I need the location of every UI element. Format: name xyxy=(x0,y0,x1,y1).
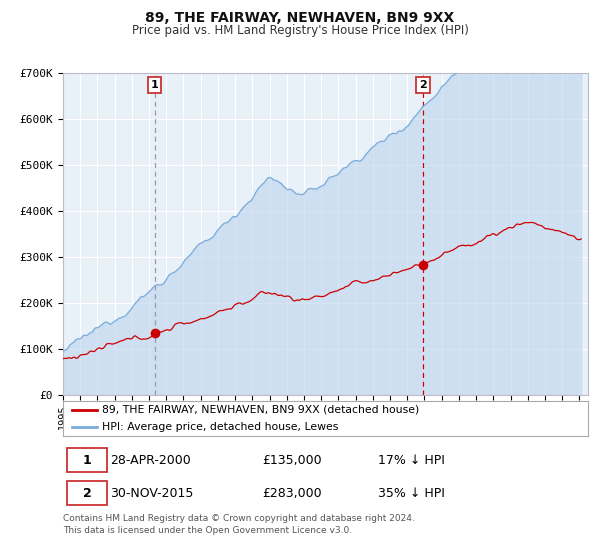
Text: 28-APR-2000: 28-APR-2000 xyxy=(110,454,191,466)
FancyBboxPatch shape xyxy=(67,448,107,472)
Text: 1: 1 xyxy=(83,454,91,466)
FancyBboxPatch shape xyxy=(67,481,107,505)
Text: 1: 1 xyxy=(151,80,158,90)
Text: Price paid vs. HM Land Registry's House Price Index (HPI): Price paid vs. HM Land Registry's House … xyxy=(131,24,469,36)
Text: 2: 2 xyxy=(419,80,427,90)
Text: 89, THE FAIRWAY, NEWHAVEN, BN9 9XX (detached house): 89, THE FAIRWAY, NEWHAVEN, BN9 9XX (deta… xyxy=(103,405,419,414)
Text: 2: 2 xyxy=(83,487,91,500)
Text: £283,000: £283,000 xyxy=(263,487,322,500)
Text: £135,000: £135,000 xyxy=(263,454,322,466)
Text: 30-NOV-2015: 30-NOV-2015 xyxy=(110,487,194,500)
Text: HPI: Average price, detached house, Lewes: HPI: Average price, detached house, Lewe… xyxy=(103,422,339,432)
Text: 17% ↓ HPI: 17% ↓ HPI xyxy=(378,454,445,466)
Text: Contains HM Land Registry data © Crown copyright and database right 2024.
This d: Contains HM Land Registry data © Crown c… xyxy=(63,514,415,535)
Text: 35% ↓ HPI: 35% ↓ HPI xyxy=(378,487,445,500)
Text: 89, THE FAIRWAY, NEWHAVEN, BN9 9XX: 89, THE FAIRWAY, NEWHAVEN, BN9 9XX xyxy=(145,11,455,25)
